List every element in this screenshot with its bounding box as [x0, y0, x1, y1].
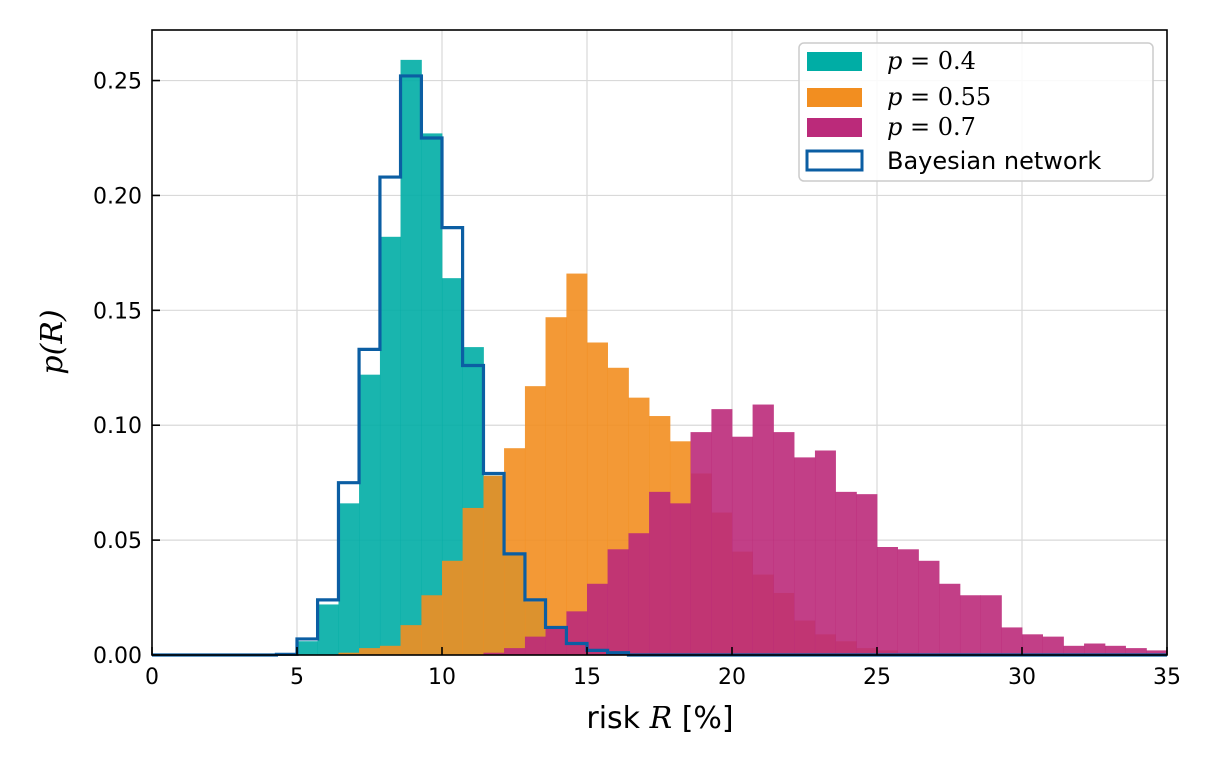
bar-series-2 [566, 611, 588, 655]
bar-series-1 [421, 595, 443, 655]
plot-frame [151, 29, 1168, 656]
bar-series-2 [711, 409, 733, 655]
x-tick-label: 15 [573, 665, 601, 690]
y-axis-label: p(R) [35, 309, 70, 374]
bar-series-2 [1104, 645, 1126, 655]
bar-series-1 [566, 273, 588, 655]
legend-label: p = 0.4 [887, 47, 976, 75]
bar-series-1 [545, 317, 567, 655]
bar-series-2 [524, 636, 546, 655]
bar-series-2 [794, 457, 816, 655]
x-axis-label: risk R [%] [586, 701, 733, 736]
x-axis-label-var: R [649, 701, 673, 736]
bar-series-1 [442, 560, 463, 655]
bar-series-1 [338, 652, 360, 655]
x-axis-label-prefix: risk [586, 701, 649, 736]
bar-series-2 [1146, 650, 1168, 655]
legend-swatch [807, 88, 862, 107]
bar-series-2 [959, 595, 981, 655]
bar-series-0 [317, 604, 339, 655]
x-axis-label-suffix: [%] [672, 701, 733, 736]
bar-series-1 [379, 645, 401, 655]
legend-label-equals: = [902, 83, 937, 111]
legend-box [798, 42, 1154, 182]
bar-series-2 [732, 436, 753, 655]
bar-series-1 [504, 448, 526, 655]
bar-series-2 [1084, 643, 1106, 655]
legend-label-value: 0.55 [938, 83, 991, 111]
bar-series-2 [587, 583, 608, 655]
x-tick-label: 25 [863, 665, 891, 690]
x-tick-label: 10 [428, 665, 456, 690]
legend-label-var: p [887, 83, 902, 111]
legend-label: p = 0.7 [887, 113, 976, 141]
legend-swatch [805, 149, 864, 172]
histogram-bars [276, 59, 1168, 656]
bar-series-2 [649, 491, 671, 655]
bar-series-2 [504, 648, 526, 655]
y-tick-label: 0.10 [93, 414, 142, 439]
bar-series-2 [607, 549, 629, 655]
x-tick-label: 20 [718, 665, 746, 690]
legend-label: p = 0.55 [887, 83, 991, 111]
bar-series-0 [379, 236, 401, 656]
bar-series-1 [359, 648, 381, 655]
bar-series-0 [297, 641, 318, 655]
y-tick-label: 0.00 [93, 644, 142, 669]
y-tick-label: 0.25 [93, 70, 142, 95]
bar-series-2 [1125, 648, 1147, 655]
bar-series-2 [939, 583, 961, 655]
bar-series-1 [400, 625, 422, 655]
bar-series-1 [587, 342, 608, 655]
legend-label-value: 0.4 [938, 47, 976, 75]
legend-label-equals: = [902, 113, 937, 141]
bar-series-1 [483, 475, 505, 655]
bar-series-2 [835, 491, 857, 655]
bar-series-0 [359, 374, 381, 655]
bar-series-0 [421, 133, 443, 655]
bar-series-2 [856, 494, 878, 655]
bar-series-2 [773, 432, 795, 655]
legend-label: Bayesian network [887, 147, 1101, 175]
bar-series-1 [524, 386, 546, 655]
bar-series-2 [1042, 636, 1064, 655]
legend-swatch [807, 118, 862, 137]
bar-series-2 [877, 547, 898, 655]
legend-label-var: p [887, 113, 902, 141]
bar-series-2 [918, 560, 940, 655]
x-tick-label: 30 [1008, 665, 1036, 690]
x-tick-label: 0 [145, 665, 159, 690]
bar-series-2 [690, 432, 712, 655]
y-tick-label: 0.20 [93, 184, 142, 209]
legend-swatch [807, 52, 862, 71]
legend-label-value: 0.7 [938, 113, 976, 141]
y-tick-label: 0.15 [93, 299, 142, 324]
axis-ticks: 0 5 10 15 20 25 30 35 0.00 0.05 0.10 0.15 0.20 0.25 [93, 70, 1181, 690]
y-tick-label: 0.05 [93, 529, 142, 554]
bar-series-2 [980, 595, 1002, 655]
bar-series-2 [669, 503, 691, 655]
bar-series-1 [462, 507, 484, 655]
bar-series-2 [545, 627, 567, 655]
bar-series-2 [628, 533, 650, 655]
bar-series-0 [338, 503, 360, 655]
x-tick-label: 5 [290, 665, 304, 690]
legend-label-equals: = [902, 47, 937, 75]
bar-series-2 [483, 652, 505, 655]
bar-series-2 [897, 549, 919, 655]
bar-series-2 [1001, 627, 1023, 655]
x-tick-label: 35 [1153, 665, 1181, 690]
bar-series-2 [1022, 634, 1043, 655]
bar-series-2 [1063, 645, 1085, 655]
bar-series-2 [752, 404, 774, 655]
bar-series-0 [400, 59, 422, 655]
legend-label-var: p [887, 47, 902, 75]
bar-series-2 [814, 450, 836, 655]
